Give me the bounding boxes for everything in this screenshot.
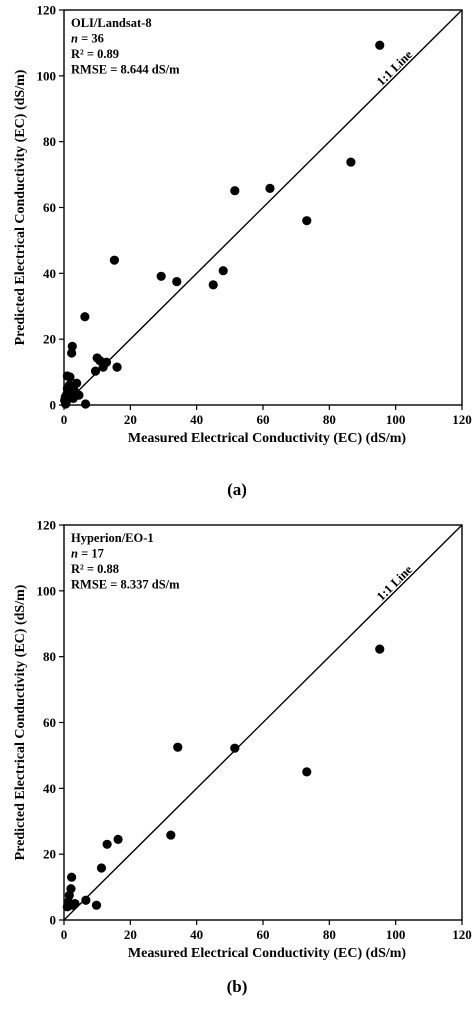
y-tick-label: 60 xyxy=(43,200,56,215)
x-tick-label: 100 xyxy=(386,927,406,942)
y-tick-label: 120 xyxy=(37,3,57,18)
y-tick-label: 100 xyxy=(37,583,57,598)
r-squared-label: R² = 0.89 xyxy=(71,47,119,61)
x-tick-label: 60 xyxy=(257,412,270,427)
data-point xyxy=(81,895,91,905)
y-tick-label: 20 xyxy=(43,847,56,862)
data-point xyxy=(346,157,356,167)
y-tick-label: 0 xyxy=(50,913,57,928)
data-point xyxy=(80,312,90,322)
rmse-label: RMSE = 8.644 dS/m xyxy=(71,63,180,77)
x-tick-label: 80 xyxy=(323,927,336,942)
y-tick-label: 40 xyxy=(43,266,56,281)
y-tick-label: 40 xyxy=(43,781,56,796)
data-point xyxy=(156,271,166,281)
y-tick-label: 20 xyxy=(43,332,56,347)
x-tick-label: 120 xyxy=(452,412,472,427)
data-point xyxy=(62,902,72,912)
scatter-chart-a: 0 20 40 60 80 100 120 0 20 40 60 80 100 120 Measured E… xyxy=(13,3,472,447)
data-point xyxy=(91,900,102,910)
n-value: = 36 xyxy=(78,32,104,46)
data-point xyxy=(230,186,240,196)
data-point xyxy=(80,399,91,409)
data-point xyxy=(60,395,70,405)
data-point xyxy=(102,839,112,849)
x-tick-label: 60 xyxy=(257,927,270,942)
chart-panel-a: 0 20 40 60 80 100 120 0 20 40 60 80 100 120 Measured E… xyxy=(13,3,472,500)
data-point xyxy=(67,872,77,882)
x-tick-label: 100 xyxy=(386,412,406,427)
y-axis-title: Predicted Electrical Conductivity (EC) (… xyxy=(13,584,28,860)
data-point xyxy=(230,743,240,753)
data-point xyxy=(172,276,182,287)
data-point xyxy=(62,371,72,381)
y-tick-label: 100 xyxy=(37,68,57,83)
x-axis-title: Measured Electrical Conductivity (EC) (d… xyxy=(128,946,406,961)
data-point xyxy=(218,266,228,276)
y-tick-label: 60 xyxy=(43,715,56,730)
sample-size-label: n = 36 xyxy=(71,32,104,46)
data-point xyxy=(92,353,102,363)
data-point xyxy=(208,280,218,290)
rmse-label: RMSE = 8.337 dS/m xyxy=(71,578,180,592)
data-point xyxy=(68,393,78,404)
scatter-chart-b: 0 20 40 60 80 100 120 0 20 40 60 80 100 120 Measured E… xyxy=(13,518,472,962)
x-tick-label: 20 xyxy=(124,412,137,427)
data-point xyxy=(166,830,176,840)
y-tick-label: 80 xyxy=(43,649,56,664)
data-point xyxy=(375,644,385,654)
reference-line xyxy=(63,524,463,921)
reference-line xyxy=(63,9,463,406)
x-axis-title: Measured Electrical Conductivity (EC) (d… xyxy=(128,431,406,446)
data-point xyxy=(265,183,275,194)
chart-panel-b: 0 20 40 60 80 100 120 0 20 40 60 80 100 120 Measured E… xyxy=(0,510,474,1019)
panel-label-a: (a) xyxy=(227,480,247,499)
x-tick-label: 0 xyxy=(61,412,68,427)
r-squared-label: R² = 0.88 xyxy=(71,562,119,576)
dataset-label: OLI/Landsat-8 xyxy=(71,16,152,30)
x-tick-label: 120 xyxy=(452,927,472,942)
data-point xyxy=(113,834,123,844)
dataset-label: Hyperion/EO-1 xyxy=(71,531,154,545)
data-point xyxy=(109,255,120,265)
panel-label-b: (b) xyxy=(226,977,248,996)
data-point xyxy=(173,742,183,752)
x-tick-label: 80 xyxy=(323,412,336,427)
data-point xyxy=(67,348,77,358)
data-point xyxy=(72,378,82,388)
x-tick-label: 40 xyxy=(190,412,203,427)
y-axis-title: Predicted Electrical Conductivity (EC) (… xyxy=(13,69,28,345)
reference-line-label: 1:1 Line xyxy=(374,562,415,603)
y-tick-label: 120 xyxy=(37,518,57,533)
data-point xyxy=(112,362,122,372)
data-point xyxy=(302,216,312,226)
data-point xyxy=(302,767,312,777)
y-tick-label: 0 xyxy=(50,398,57,413)
n-value: = 17 xyxy=(78,547,104,561)
data-point xyxy=(96,863,107,873)
x-tick-label: 40 xyxy=(190,927,203,942)
x-tick-label: 20 xyxy=(124,927,137,942)
x-tick-label: 0 xyxy=(61,927,68,942)
n-symbol: n xyxy=(71,547,78,561)
reference-line-label: 1:1 Line xyxy=(374,47,415,88)
data-point xyxy=(90,366,101,376)
n-symbol: n xyxy=(71,32,78,46)
y-tick-label: 80 xyxy=(43,134,56,149)
sample-size-label: n = 17 xyxy=(71,547,104,561)
data-point xyxy=(375,40,385,50)
